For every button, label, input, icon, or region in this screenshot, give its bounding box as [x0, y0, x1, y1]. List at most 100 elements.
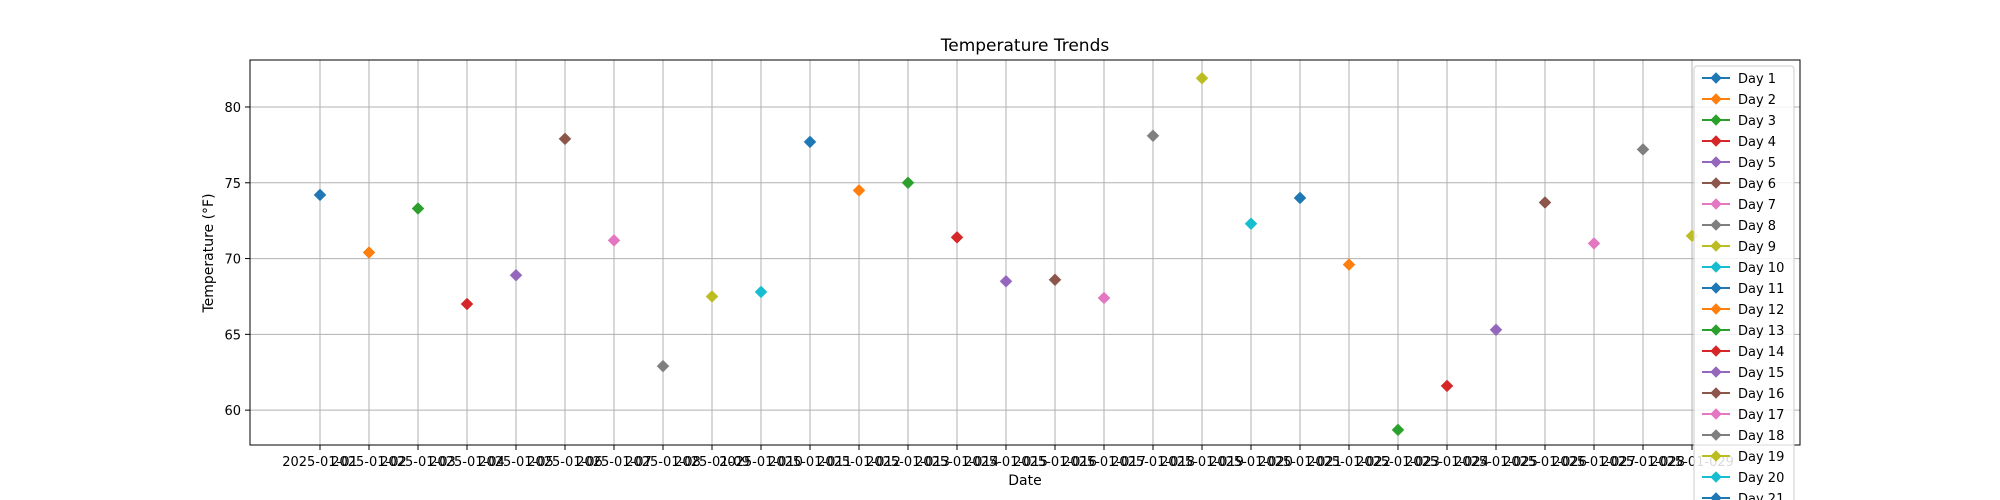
x-tick-label: 2025-01-011	[768, 455, 852, 470]
legend-marker	[1710, 114, 1722, 126]
legend-marker	[1710, 324, 1722, 336]
legend-label: Day 7	[1738, 198, 1776, 213]
x-tick-label: 2025-01-012	[817, 455, 901, 470]
legend-marker	[1710, 303, 1722, 315]
legend-label: Day 20	[1738, 471, 1784, 486]
data-point	[1489, 323, 1503, 337]
data-point	[656, 359, 670, 373]
x-tick-label: 2025-01-09	[674, 455, 750, 470]
y-tick-label: 75	[224, 177, 241, 192]
ticks: 60 65 70 75 80 2025-01-012025-01-022025-01-03…	[224, 101, 1733, 470]
data-point	[950, 230, 964, 244]
legend-label: Day 5	[1738, 156, 1776, 171]
legend-marker	[1710, 198, 1722, 210]
legend-label: Day 12	[1738, 303, 1784, 318]
x-tick-label: 2025-01-022	[1307, 455, 1391, 470]
data-points	[313, 71, 1699, 437]
x-tick-label: 2025-01-023	[1356, 455, 1440, 470]
legend-label: Day 16	[1738, 387, 1784, 402]
legend-marker	[1710, 366, 1722, 378]
legend-label: Day 3	[1738, 114, 1776, 129]
legend-label: Day 8	[1738, 219, 1776, 234]
legend-label: Day 21	[1738, 492, 1784, 500]
data-point	[411, 202, 425, 215]
data-point	[460, 297, 474, 311]
legend-marker	[1710, 240, 1722, 252]
x-tick-label: 2025-01-07	[576, 455, 652, 470]
legend-marker	[1710, 387, 1722, 399]
data-point	[1097, 291, 1111, 305]
x-tick-label: 2025-01-06	[527, 455, 603, 470]
grid	[250, 60, 1800, 445]
x-tick-label: 2025-01-014	[915, 455, 999, 470]
data-point	[1391, 423, 1405, 437]
x-tick-label: 2025-01-013	[866, 455, 950, 470]
data-point	[999, 274, 1013, 288]
legend-label: Day 13	[1738, 324, 1784, 339]
data-point	[754, 285, 768, 299]
legend-label: Day 1	[1738, 72, 1776, 87]
x-tick-label: 2025-01-021	[1258, 455, 1342, 470]
legend-marker	[1710, 408, 1722, 420]
legend: Day 1 Day 2 Day 3 Day 4 Day 5 Day 6 Day 7 Day 8…	[1693, 65, 1795, 500]
legend-marker	[1710, 345, 1722, 357]
legend-label: Day 6	[1738, 177, 1776, 192]
legend-marker	[1710, 282, 1722, 294]
legend-marker	[1710, 135, 1722, 147]
legend-label: Day 15	[1738, 366, 1784, 381]
x-tick-label: 2025-01-08	[625, 455, 701, 470]
data-point	[1538, 196, 1552, 209]
y-tick-label: 60	[224, 404, 241, 419]
legend-label: Day 18	[1738, 429, 1784, 444]
y-tick-label: 70	[224, 253, 241, 268]
data-point	[1587, 237, 1601, 250]
data-point	[509, 268, 523, 282]
y-axis-label: Temperature (°F)	[201, 193, 217, 313]
x-tick-label: 2025-01-010	[719, 455, 803, 470]
x-tick-label: 2025-01-025	[1454, 455, 1538, 470]
y-tick-label: 80	[224, 101, 241, 116]
x-tick-label: 2025-01-028	[1601, 455, 1685, 470]
data-point	[1244, 217, 1258, 231]
legend-marker	[1710, 93, 1722, 105]
x-tick-label: 2025-01-019	[1160, 455, 1244, 470]
legend-label: Day 11	[1738, 282, 1784, 297]
x-tick-label: 2025-01-026	[1503, 455, 1587, 470]
legend-label: Day 9	[1738, 240, 1776, 255]
data-point	[803, 135, 817, 149]
legend-marker	[1710, 72, 1722, 84]
legend-marker	[1710, 429, 1722, 441]
legend-marker	[1710, 450, 1722, 462]
data-point	[362, 246, 376, 259]
x-tick-label: 2025-01-024	[1405, 455, 1489, 470]
x-tick-label: 2025-01-05	[478, 455, 554, 470]
data-point	[1146, 129, 1160, 143]
legend-marker	[1710, 492, 1722, 500]
legend-marker	[1710, 177, 1722, 189]
legend-label: Day 14	[1738, 345, 1784, 360]
x-tick-label: 2025-01-017	[1062, 455, 1146, 470]
data-point	[901, 176, 915, 190]
legend-marker	[1710, 219, 1722, 231]
x-axis-label: Date	[1008, 473, 1041, 489]
x-tick-label: 2025-01-02	[331, 455, 407, 470]
data-point	[705, 290, 719, 303]
x-tick-label: 2025-01-015	[964, 455, 1048, 470]
x-tick-label: 2025-01-016	[1013, 455, 1097, 470]
y-tick-label: 65	[224, 328, 241, 343]
x-tick-label: 2025-01-01	[282, 455, 358, 470]
x-tick-label: 2025-01-03	[380, 455, 456, 470]
data-point	[1048, 273, 1062, 287]
plot-area	[250, 60, 1800, 445]
legend-label: Day 10	[1738, 261, 1784, 276]
legend-label: Day 2	[1738, 93, 1776, 108]
x-tick-label: 2025-01-027	[1552, 455, 1636, 470]
data-point	[558, 132, 572, 146]
legend-label: Day 4	[1738, 135, 1776, 150]
data-point	[1342, 258, 1356, 271]
data-point	[607, 234, 621, 247]
data-point	[1636, 143, 1650, 156]
x-tick-label: 2025-01-018	[1111, 455, 1195, 470]
chart-title: Temperature Trends	[940, 36, 1110, 56]
